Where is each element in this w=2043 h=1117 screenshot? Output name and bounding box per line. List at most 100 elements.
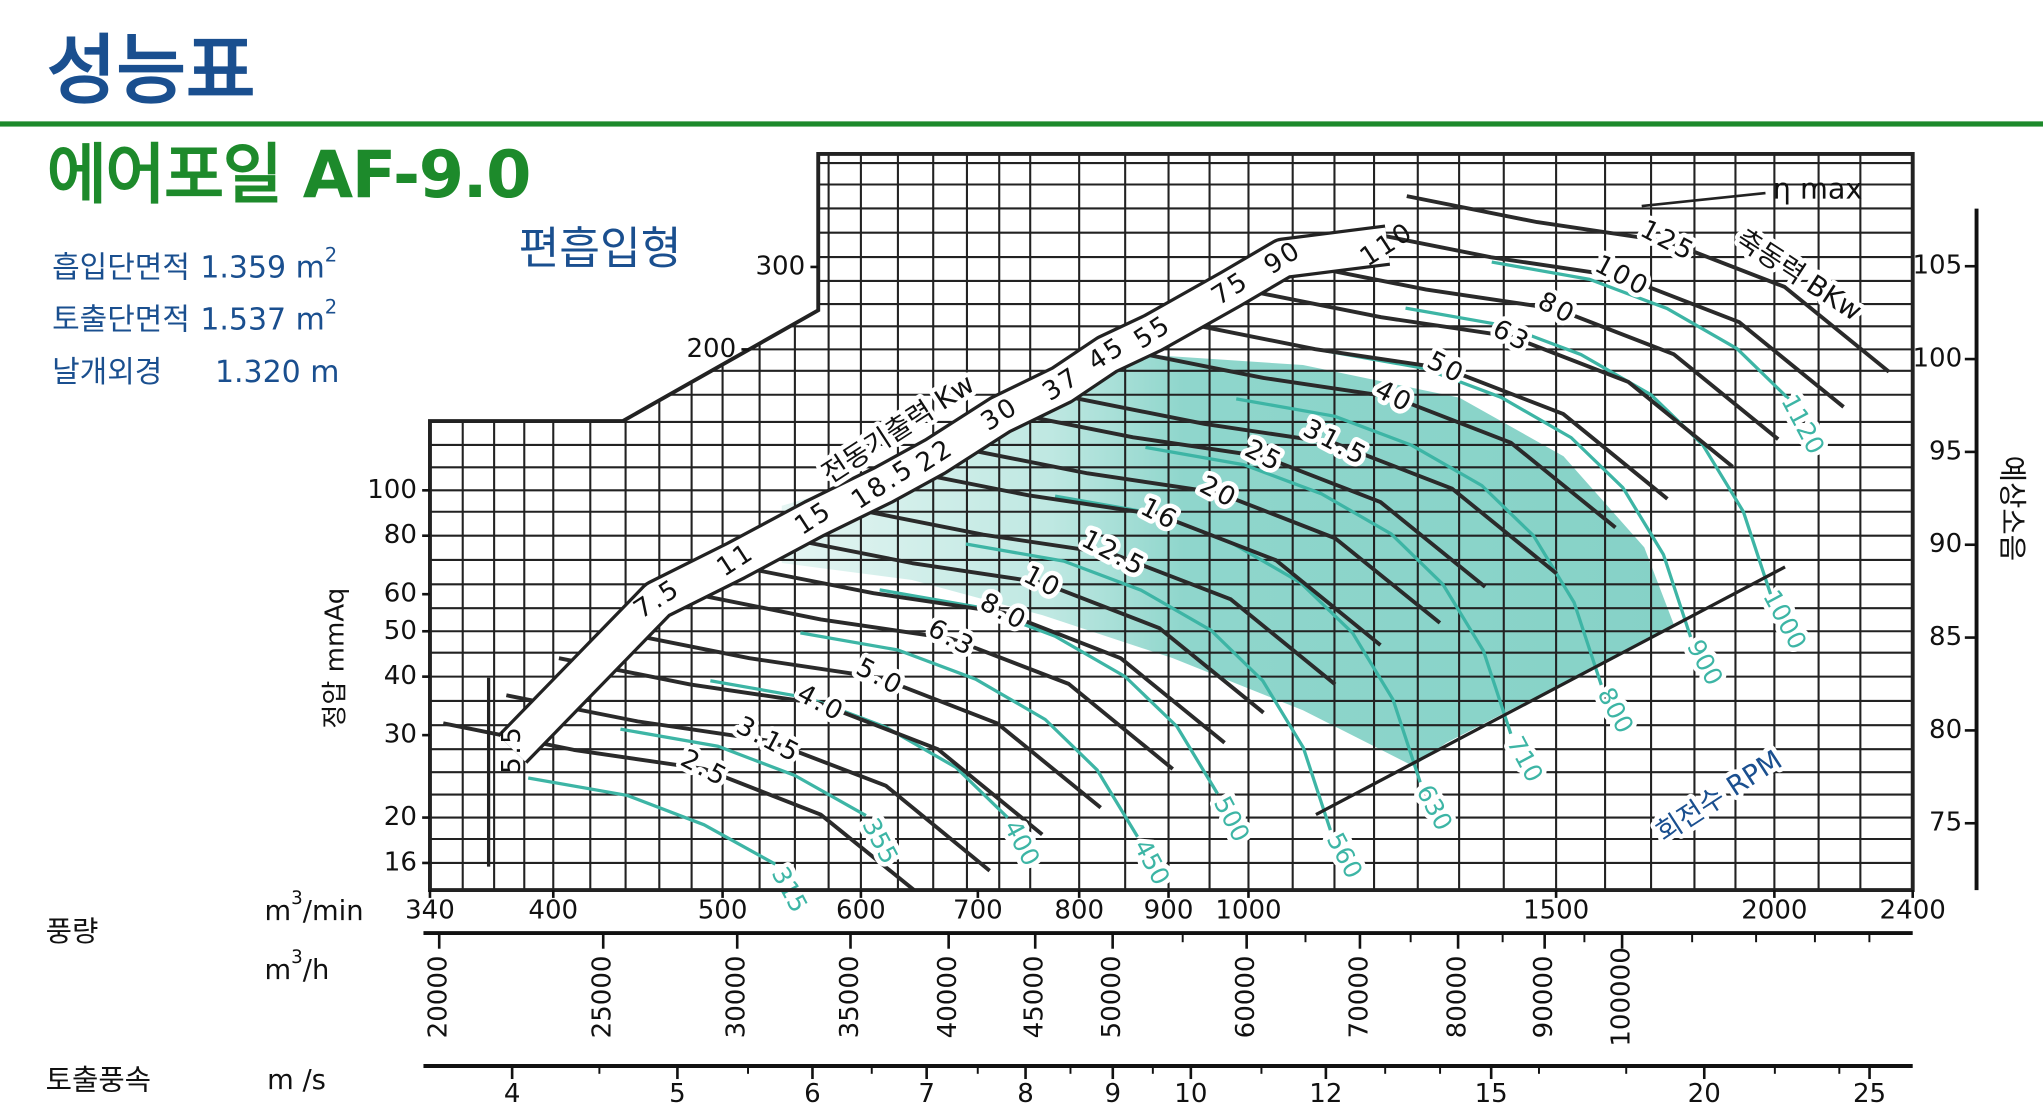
y-tick-label: 30 [384, 720, 417, 750]
spec-label: 날개외경 [52, 354, 162, 389]
rpm-curve [965, 542, 1332, 831]
x2-tick-label: 40000 [933, 956, 963, 1039]
x3-tick-label: 12 [1309, 1079, 1342, 1109]
power-curve-label: 6.3 [923, 613, 981, 663]
spec-value: 1.359 m [200, 250, 324, 285]
x3-tick-label: 5 [669, 1079, 686, 1109]
flow-label: 풍량 [46, 914, 99, 948]
unit-sup: 3 [291, 888, 303, 909]
unit-sup: 3 [291, 947, 303, 968]
spec-row: 토출단면적 1.537 m2 [52, 295, 337, 337]
y2-tick-label: 105 [1912, 251, 1962, 281]
rpm-curve-label: 1120 [1775, 390, 1830, 459]
y2-tick-label: 80 [1929, 715, 1962, 745]
spec-row: 날개외경 1.320 m [52, 354, 339, 389]
x-tick-label: 2400 [1880, 895, 1946, 925]
rpm-curve-label: 900 [1681, 635, 1729, 690]
x3-tick-label: 25 [1853, 1079, 1886, 1109]
rpm-curve-label: 710 [1501, 731, 1549, 786]
x3-tick-label: 7 [918, 1079, 935, 1109]
spec-sup: 2 [325, 243, 337, 266]
x-tick-label: 500 [698, 895, 748, 925]
plot-area [429, 153, 1913, 891]
x-tick-label: 800 [1054, 895, 1104, 925]
eta-pointer [1641, 191, 1766, 208]
specs: 흡입단면적 1.359 m2 토출단면적 1.537 m2 날개외경 1.320 m [52, 243, 339, 389]
rpm-guide [1315, 565, 1786, 816]
power-curve-label: 2.5 [676, 744, 734, 794]
power-curve [1360, 229, 1845, 409]
power-curve [956, 445, 1442, 625]
rpm-curve-label: 800 [1592, 683, 1640, 738]
power-curve [1250, 289, 1734, 469]
inlet-type: 편흡입형 [519, 224, 682, 275]
plot-frame [428, 151, 1915, 893]
rpm-curve [1491, 260, 1790, 401]
x-tick-label: 2000 [1741, 895, 1807, 925]
x2-tick-label: 80000 [1443, 956, 1473, 1039]
power-curve [1184, 321, 1669, 501]
x3-unit: m /s [267, 1065, 326, 1096]
rpm-curve [879, 588, 1219, 795]
x3-tick-label: 9 [1105, 1079, 1122, 1109]
rpm-label: 회전수 RPM [1651, 745, 1788, 849]
y-tick-label: 200 [686, 334, 736, 364]
rpm-curve [620, 727, 867, 817]
x-unit: m3/min [264, 888, 363, 927]
y-tick-label: 100 [367, 475, 417, 505]
y2-tick-label: 95 [1929, 436, 1962, 466]
x2-tick-label: 100000 [1607, 947, 1637, 1046]
power-curve [1074, 396, 1558, 576]
y-tick-label: 50 [384, 616, 417, 646]
rpm-curve [1145, 445, 1513, 735]
power-curve [558, 656, 1044, 837]
eta-label: η max [1773, 171, 1863, 205]
spec-label: 흡입단면적 [52, 250, 190, 285]
x2-tick-label: 45000 [1020, 956, 1050, 1039]
rpm-curve [527, 776, 777, 866]
y2-tick-label: 75 [1929, 808, 1962, 838]
power-curve [618, 630, 1102, 810]
x2-tick-label: 25000 [588, 956, 618, 1039]
spec-label: 토출단면적 [52, 302, 190, 337]
y2-tick-label: 85 [1929, 622, 1962, 652]
x3-label: 토출풍속 [46, 1063, 151, 1097]
rpm-curve [1235, 397, 1603, 686]
rpm-curve-label: 1000 [1757, 585, 1812, 654]
x2-tick-label: 70000 [1344, 956, 1374, 1039]
spec-sup: 2 [325, 295, 337, 318]
unit-rest: /h [303, 954, 330, 985]
x2-tick-label: 35000 [835, 956, 865, 1039]
x3-tick-label: 4 [504, 1079, 521, 1109]
power-curve [897, 467, 1382, 647]
x3-tick-label: 15 [1475, 1079, 1508, 1109]
power-curve-label: 63 [1488, 314, 1536, 358]
power-curve [1406, 194, 1891, 374]
y-tick-label: 80 [384, 520, 417, 550]
power-curve-label: 5.0 [851, 652, 909, 702]
x2-tick-label: 90000 [1529, 956, 1559, 1039]
x2-tick-label: 30000 [722, 956, 752, 1039]
y2-tick-label: 100 [1912, 344, 1962, 374]
motor-kw-label: 5.5 [497, 725, 527, 774]
x2-tick-label: 50000 [1097, 956, 1127, 1039]
power-curve [741, 565, 1226, 745]
power-curve [1295, 261, 1780, 441]
rpm-curve-label: 560 [1321, 828, 1369, 883]
unit-base: m [264, 954, 291, 985]
y2-axis-label: 예상소음 [1995, 456, 2029, 561]
power-curve [851, 506, 1337, 686]
y-tick-label: 300 [755, 251, 805, 281]
page-title: 성능표 [47, 26, 256, 114]
x-tick-label: 1500 [1523, 895, 1589, 925]
spec-value: 1.320 m [215, 354, 339, 389]
power-curve [689, 591, 1174, 771]
spec-row: 흡입단면적 1.359 m2 [52, 243, 337, 285]
spec-value: 1.537 m [200, 302, 324, 337]
model-name: 에어포일 AF-9.0 [47, 138, 530, 213]
x2-tick-label: 60000 [1231, 956, 1261, 1039]
y-tick-label: 20 [384, 802, 417, 832]
unit-rest: /min [303, 896, 364, 927]
x3-tick-label: 6 [804, 1079, 821, 1109]
x3-tick-label: 8 [1017, 1079, 1034, 1109]
